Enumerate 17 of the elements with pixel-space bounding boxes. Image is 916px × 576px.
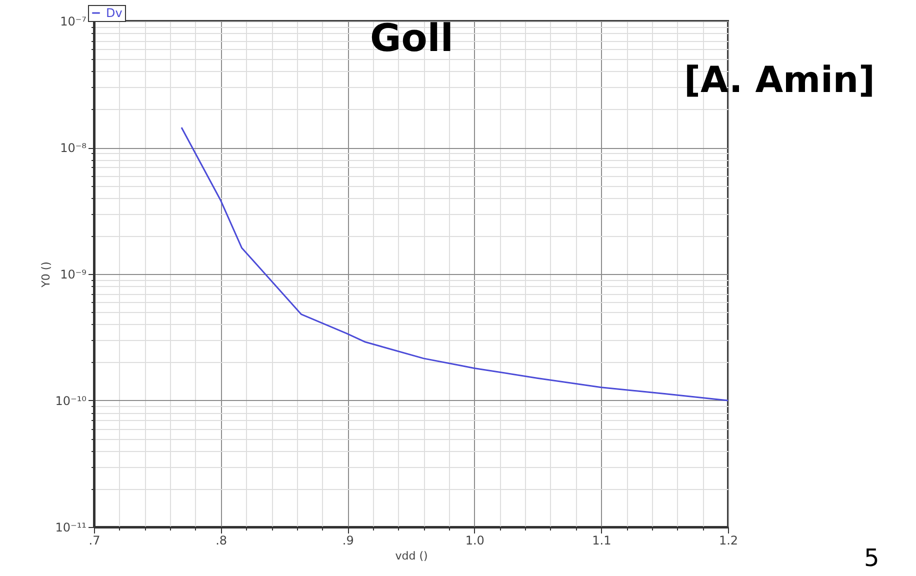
y-tick-label: 10⁻¹¹ [55, 520, 87, 534]
y-tick-label: 10⁻¹⁰ [55, 394, 87, 408]
x-tick-label: 1.1 [592, 534, 612, 548]
text: Dv [106, 6, 122, 20]
y-axis-title: Y0 () [39, 262, 52, 288]
x-tick-label: 1.2 [718, 534, 738, 548]
x-axis-title: vdd () [395, 550, 428, 562]
chart-title: Goll [370, 16, 454, 60]
x-tick-label: .8 [216, 534, 228, 548]
x-tick-label: 1.0 [465, 534, 484, 548]
x-tick-label: .9 [342, 534, 354, 548]
text: 5 [864, 544, 880, 572]
y-tick-label: 10⁻⁷ [60, 14, 87, 28]
line-series [180, 126, 728, 402]
y-tick-label: 10⁻⁹ [60, 268, 87, 282]
x-tick-label: .7 [88, 534, 100, 548]
y-tick-label: 10⁻⁸ [60, 141, 87, 155]
